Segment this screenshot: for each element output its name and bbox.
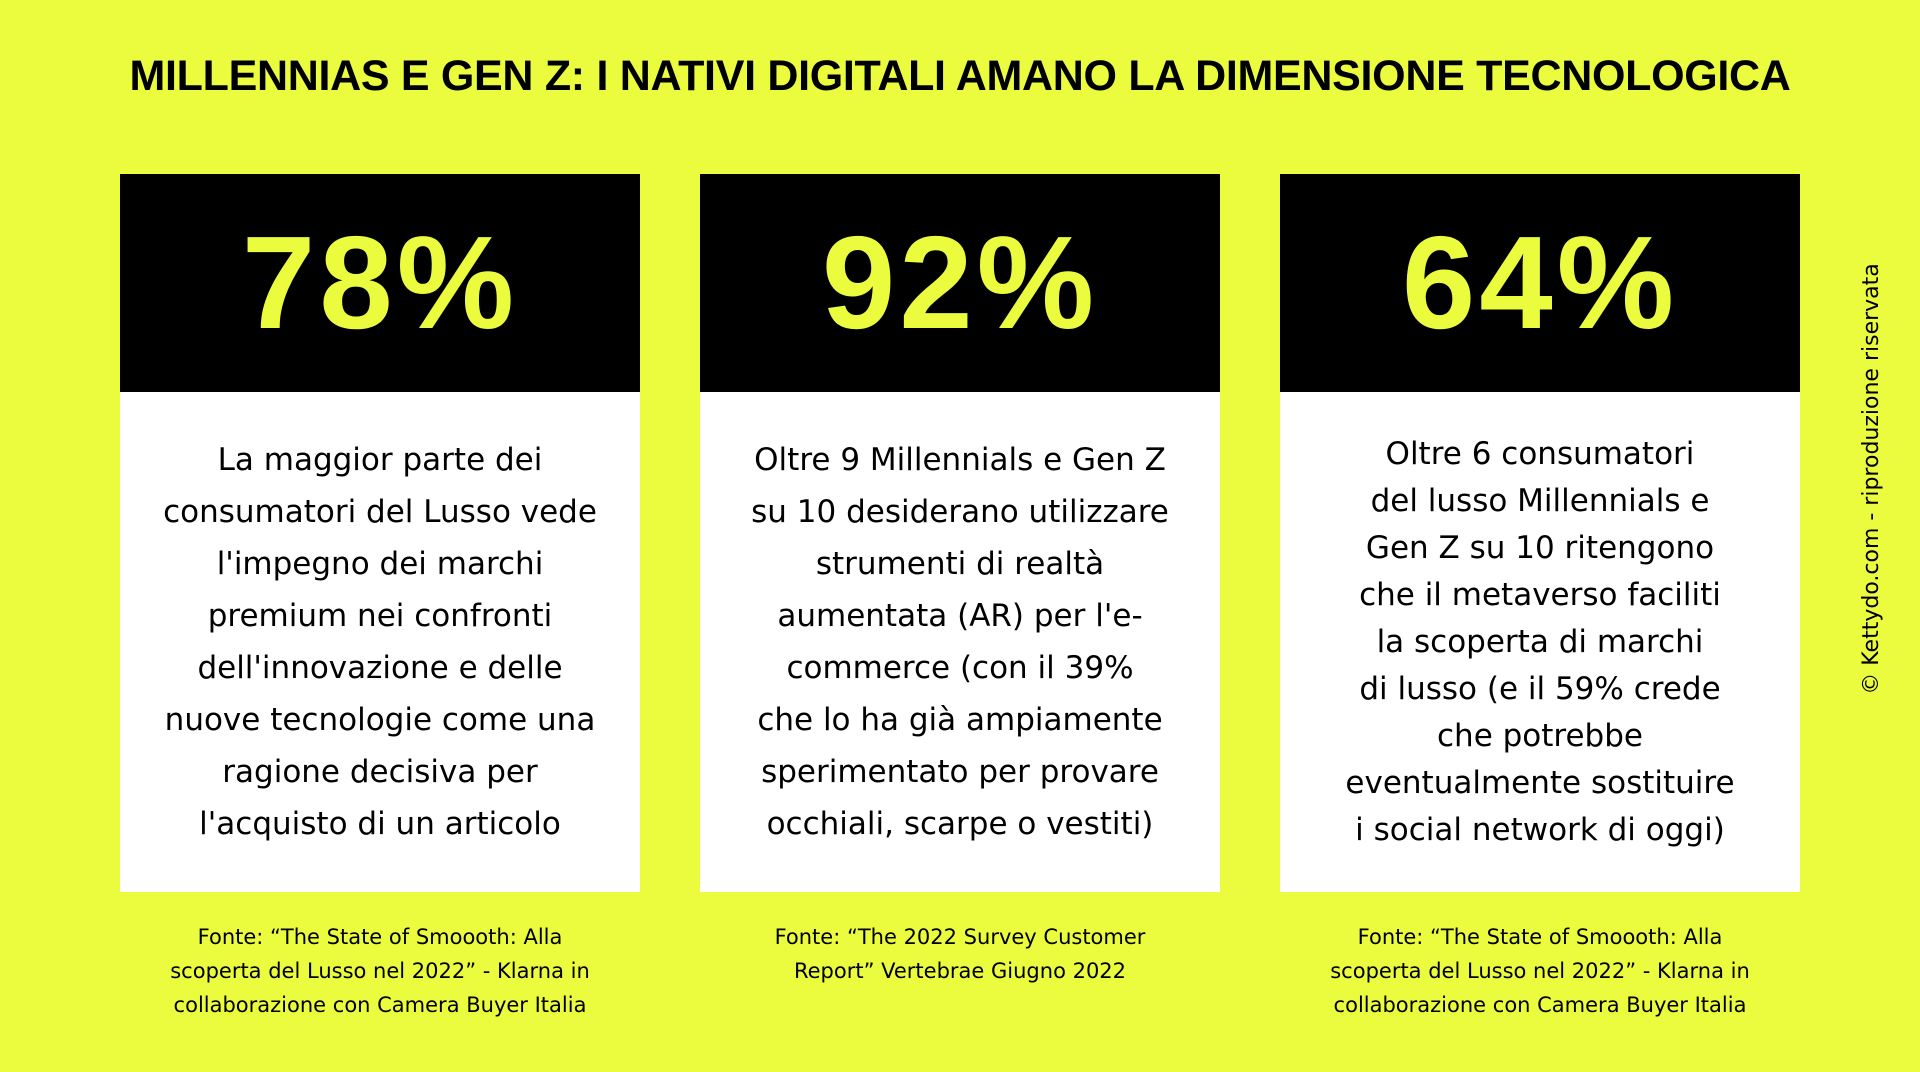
copyright-text: © Kettydo.com - riproduzione riservata [1859, 263, 1884, 695]
stat-box: 78% [120, 174, 640, 392]
stat-description: Oltre 6 consumatori del lusso Millennial… [1345, 435, 1735, 848]
source-note-3: Fonte: “The State of Smoooth: Alla scope… [1330, 925, 1750, 1017]
stat-value: 78% [241, 209, 519, 356]
source-note-2: Fonte: “The 2022 Survey Customer Report”… [774, 925, 1146, 983]
stat-box: 92% [700, 174, 1220, 392]
stat-card-2: 92% Oltre 9 Millennials e Gen Z su 10 de… [700, 174, 1220, 892]
description-box: Oltre 9 Millennials e Gen Z su 10 deside… [700, 392, 1220, 892]
stat-card-3: 64% Oltre 6 consumatori del lusso Millen… [1280, 174, 1800, 892]
stat-card-1: 78% La maggior parte dei consumatori del… [120, 174, 640, 892]
description-box: Oltre 6 consumatori del lusso Millennial… [1280, 392, 1800, 892]
stat-value: 64% [1401, 209, 1679, 356]
source-note-1: Fonte: “The State of Smoooth: Alla scope… [170, 925, 590, 1017]
page-title: MILLENNIAS E GEN Z: I NATIVI DIGITALI AM… [129, 52, 1791, 100]
stat-box: 64% [1280, 174, 1800, 392]
stat-value: 92% [821, 209, 1099, 356]
stat-description: Oltre 9 Millennials e Gen Z su 10 deside… [751, 442, 1169, 842]
stat-description: La maggior parte dei consumatori del Lus… [163, 442, 597, 842]
description-box: La maggior parte dei consumatori del Lus… [120, 392, 640, 892]
